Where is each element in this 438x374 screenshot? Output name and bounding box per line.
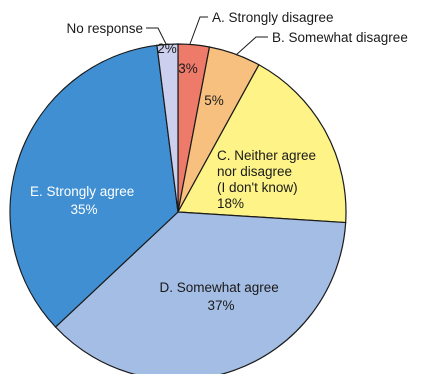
label-neither-line-2: nor disagree (217, 164, 292, 179)
value-no-response: 2% (157, 41, 177, 56)
value-somewhat-disagree: 5% (204, 93, 224, 108)
leader-line-no-response (146, 27, 167, 45)
label-somewhat-agree-line-1: D. Somewhat agree (159, 280, 278, 295)
label-neither-value: 18% (217, 196, 244, 211)
label-somewhat-disagree: B. Somewhat disagree (272, 30, 408, 45)
value-strongly-disagree: 3% (178, 61, 198, 76)
label-strongly-disagree: A. Strongly disagree (212, 10, 334, 25)
label-somewhat-agree-value: 37% (207, 298, 234, 313)
label-strongly-agree: E. Strongly agree 35% (30, 184, 138, 217)
label-strongly-agree-value: 35% (70, 202, 97, 217)
slice-strongly-agree (9, 44, 179, 328)
label-neither-line-1: C. Neither agree (217, 148, 316, 163)
label-strongly-agree-line-1: E. Strongly agree (30, 184, 134, 199)
slice-neither (177, 63, 347, 224)
leader-line-b (235, 36, 268, 56)
label-neither: C. Neither agree nor disagree (I don't k… (217, 148, 320, 211)
label-neither-line-3: (I don't know) (217, 180, 298, 195)
label-somewhat-agree: D. Somewhat agree 37% (159, 280, 282, 313)
leader-line-a (189, 16, 208, 45)
label-no-response: No response (66, 21, 143, 36)
pie-slices (9, 43, 347, 374)
slice-somewhat-agree (54, 211, 347, 374)
slice-no-response (156, 43, 179, 213)
